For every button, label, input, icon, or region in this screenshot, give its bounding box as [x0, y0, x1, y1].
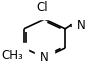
- Text: CH₃: CH₃: [1, 49, 23, 62]
- Text: Cl: Cl: [36, 1, 48, 14]
- Text: N: N: [77, 19, 86, 32]
- Text: N: N: [40, 51, 49, 64]
